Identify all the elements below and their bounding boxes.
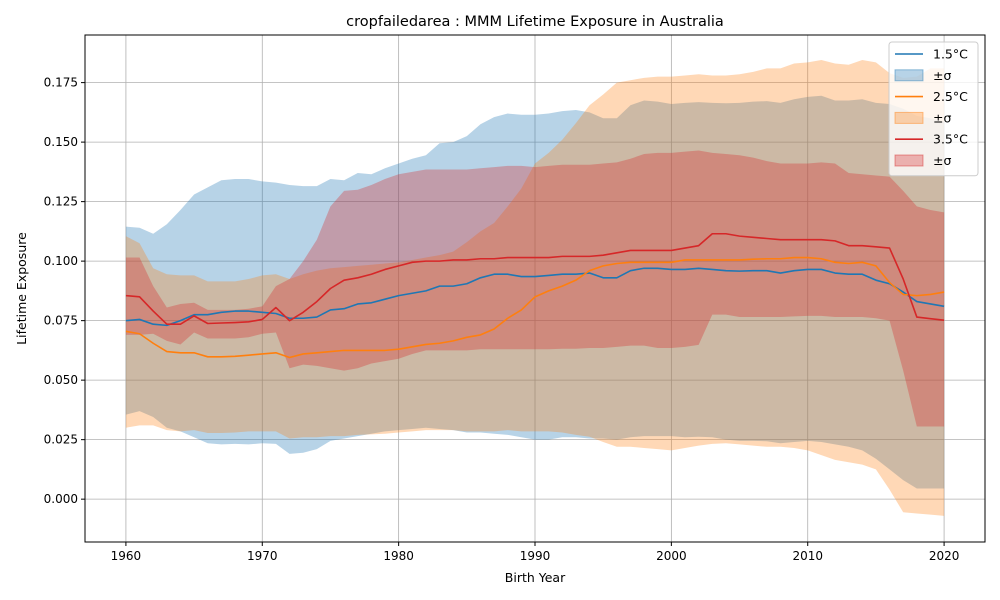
y-tick-label: 0.000 xyxy=(44,492,78,506)
legend-band-swatch-0 xyxy=(894,69,924,82)
std-band-0 xyxy=(125,95,945,489)
y-tick-label: 0.075 xyxy=(44,314,78,328)
series-line-1 xyxy=(125,256,945,359)
legend-band-swatch-2 xyxy=(894,154,924,167)
legend-label-1: 2.5°C xyxy=(933,89,968,104)
legend-label-0: 1.5°C xyxy=(933,47,968,62)
grid xyxy=(85,35,985,542)
y-tick-label: 0.125 xyxy=(44,195,78,209)
x-tick-label: 1980 xyxy=(383,549,414,563)
y-tick-label: 0.175 xyxy=(44,76,78,90)
x-tick-label: 2000 xyxy=(656,549,687,563)
y-tick-label: 0.150 xyxy=(44,135,78,149)
y-tick-label: 0.100 xyxy=(44,254,78,268)
series-line-0 xyxy=(125,267,945,327)
legend-band-label-0: ±σ xyxy=(933,68,951,83)
chart-title: cropfailedarea : MMM Lifetime Exposure i… xyxy=(346,14,724,30)
legend-band-label-2: ±σ xyxy=(933,153,951,168)
axis-ticks: 1960 1970 1980 1990 2000 2010 2020 0.000 0.025 0.… xyxy=(44,76,960,563)
std-bands xyxy=(125,59,945,516)
std-band-1 xyxy=(125,59,945,516)
y-axis-title: Lifetime Exposure xyxy=(14,232,29,345)
legend: 1.5°C ±σ 2.5°C ±σ 3.5°C ±σ xyxy=(888,41,979,177)
legend-label-2: 3.5°C xyxy=(933,132,968,147)
std-band-2 xyxy=(125,150,945,427)
series-lines xyxy=(125,232,945,359)
x-tick-label: 2020 xyxy=(929,549,960,563)
x-tick-label: 1990 xyxy=(520,549,551,563)
x-tick-label: 1960 xyxy=(111,549,142,563)
legend-box xyxy=(888,41,979,177)
legend-band-label-1: ±σ xyxy=(933,110,951,125)
x-axis-title: Birth Year xyxy=(505,570,566,585)
y-tick-label: 0.050 xyxy=(44,373,78,387)
y-tick-label: 0.025 xyxy=(44,433,78,447)
series-line-2 xyxy=(125,232,945,326)
x-tick-label: 1970 xyxy=(247,549,278,563)
x-tick-label: 2010 xyxy=(792,549,823,563)
legend-band-swatch-1 xyxy=(894,111,924,124)
